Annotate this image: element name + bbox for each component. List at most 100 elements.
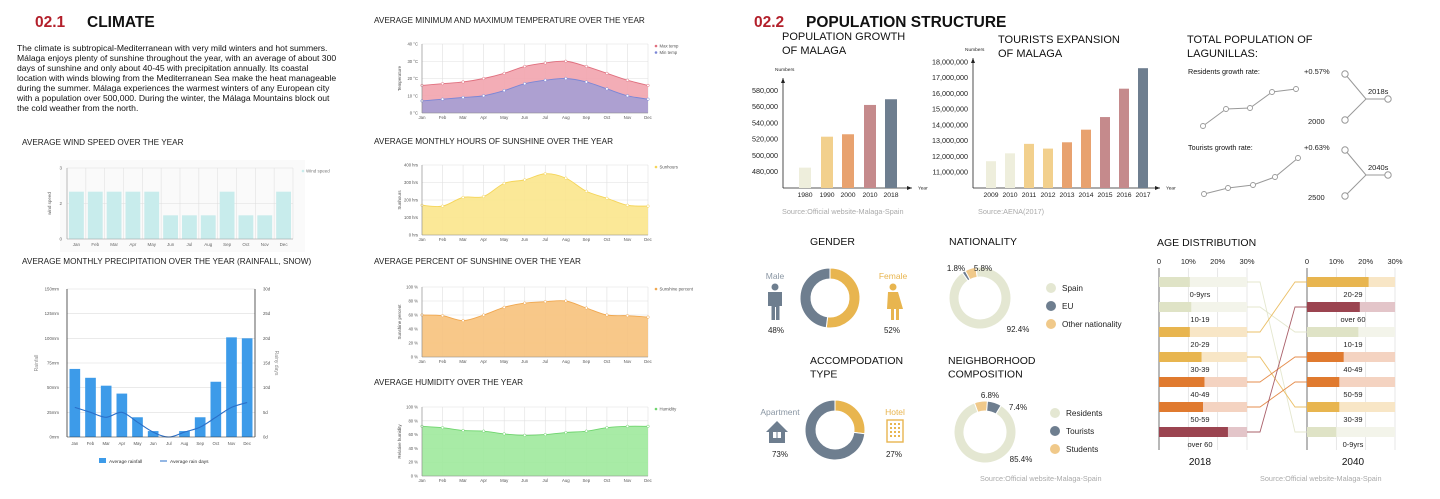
slice-female <box>825 267 861 329</box>
data-point-Mar <box>461 80 465 84</box>
chart-title: GENDER <box>810 236 855 248</box>
x-tick-label: Sep <box>196 441 204 446</box>
data-point-Oct <box>605 313 609 317</box>
bar-Jun <box>163 215 178 239</box>
row-label: 0-9yrs <box>1190 290 1211 299</box>
tourists-sparkline <box>1203 157 1299 195</box>
x-tick-label: Jan <box>73 242 81 247</box>
x-tick-label: Dec <box>280 242 289 247</box>
x-tick-label: Apr <box>480 115 487 120</box>
source-note: Source:Official website-Malaga-Spain <box>980 474 1102 483</box>
x-tick-label: Apr <box>480 237 487 242</box>
data-point-Nov <box>625 314 630 318</box>
area-chart-2: AVERAGE MINIMUM AND MAXIMUM TEMPERATURE … <box>374 16 679 120</box>
x-tick-label: 2015 <box>1097 192 1112 199</box>
x-tick-label: Mar <box>459 359 467 364</box>
y-tick-label: 40 °C <box>407 42 418 47</box>
x-tick-label: 2010 <box>1002 192 1017 199</box>
x-tick-label: Sep <box>583 478 591 483</box>
sparkline-point <box>1201 191 1207 197</box>
y-tick-label: 17,000,000 <box>932 73 968 82</box>
y-tick-label: 100 % <box>406 285 418 290</box>
climate-section-title: CLIMATE <box>87 14 155 31</box>
data-point-Sep <box>584 189 588 193</box>
slice-percent: 5.8% <box>974 264 992 273</box>
legend-label: Wind speed <box>306 169 330 174</box>
slice-percent: 73% <box>772 450 788 459</box>
slice-percent: 92.4% <box>1007 325 1030 334</box>
y-tick-label: 30 °C <box>407 59 418 64</box>
rain-days-line <box>74 401 248 438</box>
x-tick-label: Feb <box>439 478 447 483</box>
y-tick-label: 400 hrs <box>404 163 418 168</box>
x-tick-label: Jul <box>187 242 193 247</box>
x-axis-arrow-icon <box>1155 186 1160 190</box>
bar-Mar <box>106 191 122 239</box>
data-point-Dec <box>646 424 650 428</box>
building-window <box>898 431 900 433</box>
y-tick-label: 80 % <box>408 299 418 304</box>
donut-chart-gender: GENDER Male 48% Female 52% <box>766 236 908 335</box>
x-tick-label: 2012 <box>1040 192 1055 199</box>
chart-title: TYPE <box>810 369 837 381</box>
bar-2016 <box>1119 88 1129 188</box>
slice-apartment <box>804 399 866 461</box>
data-point-Apr <box>482 194 486 199</box>
data-point-Aug <box>564 299 568 303</box>
y-tick-label: 16,000,000 <box>932 89 968 98</box>
y2-tick-label: 0d <box>263 435 268 440</box>
x-tick-label: Sep <box>583 359 591 364</box>
data-point-Jul <box>543 433 547 437</box>
y-tick-label: 60 % <box>408 432 418 437</box>
connector-50-59 <box>1247 381 1307 408</box>
x-tick-label: May <box>500 115 509 120</box>
row-label: 0-9yrs <box>1343 440 1364 449</box>
y-tick-label: 0mm <box>49 435 59 440</box>
y-tick-label: 11,000,000 <box>933 168 968 177</box>
house-icon <box>766 421 788 443</box>
data-point-Aug <box>564 59 568 63</box>
chart-title: TOURISTS EXPANSION <box>998 34 1120 46</box>
climate-section-number: 02.1 <box>35 14 66 31</box>
bar-Aug <box>179 431 190 437</box>
bar-Nov <box>257 215 273 239</box>
x-tick-label: Aug <box>562 237 570 242</box>
slice-percent: 6.8% <box>981 391 999 400</box>
building-window <box>894 435 896 437</box>
data-point-Jul <box>543 300 547 304</box>
slice-percent: 52% <box>884 326 900 335</box>
bar-Jun <box>147 431 159 437</box>
bar-Oct <box>238 215 254 239</box>
chart-title: NEIGHBORHOOD <box>948 355 1036 367</box>
chart-title: AVERAGE HUMIDITY OVER THE YEAR <box>374 378 523 387</box>
area-sunshine-percent <box>422 300 648 357</box>
bar-2040-0-9yrs <box>1307 427 1337 437</box>
x-tick-label: Feb <box>439 359 447 364</box>
chart-title: AVERAGE WIND SPEED OVER THE YEAR <box>22 138 184 147</box>
x-axis-arrow-icon <box>907 186 912 190</box>
x-tick-label: 2010 <box>862 192 877 199</box>
bar-2010 <box>864 104 876 188</box>
building-window <box>894 427 896 429</box>
y-tick-label: 50mm <box>47 385 59 390</box>
bar-Sep <box>219 191 235 239</box>
legend-label-rain-days: Average rain days <box>170 459 209 465</box>
climate-description: The climate is subtropical-Mediterranean… <box>17 43 337 113</box>
x-tick-label: Feb <box>439 237 447 242</box>
branch-node <box>1384 171 1392 179</box>
x-tick-label: Oct <box>604 237 611 242</box>
data-point-Aug <box>564 430 568 435</box>
legend-label: Humidity <box>660 407 678 412</box>
x-tick-label: 0 <box>1305 257 1309 266</box>
y-tick-label: 100 % <box>406 405 418 410</box>
x-tick-label: 2017 <box>1135 192 1150 199</box>
y-axis-arrow-icon <box>781 78 785 83</box>
y-axis-arrow-icon <box>971 58 975 63</box>
slice-label: Apartment <box>760 407 800 417</box>
lagunillas-growth-chart: TOTAL POPULATION OF LAGUNILLAS: Residents … <box>1187 34 1392 202</box>
data-point-Aug <box>564 176 568 180</box>
data-point-Jul <box>543 61 547 65</box>
x-tick-label: 10% <box>1181 257 1196 266</box>
